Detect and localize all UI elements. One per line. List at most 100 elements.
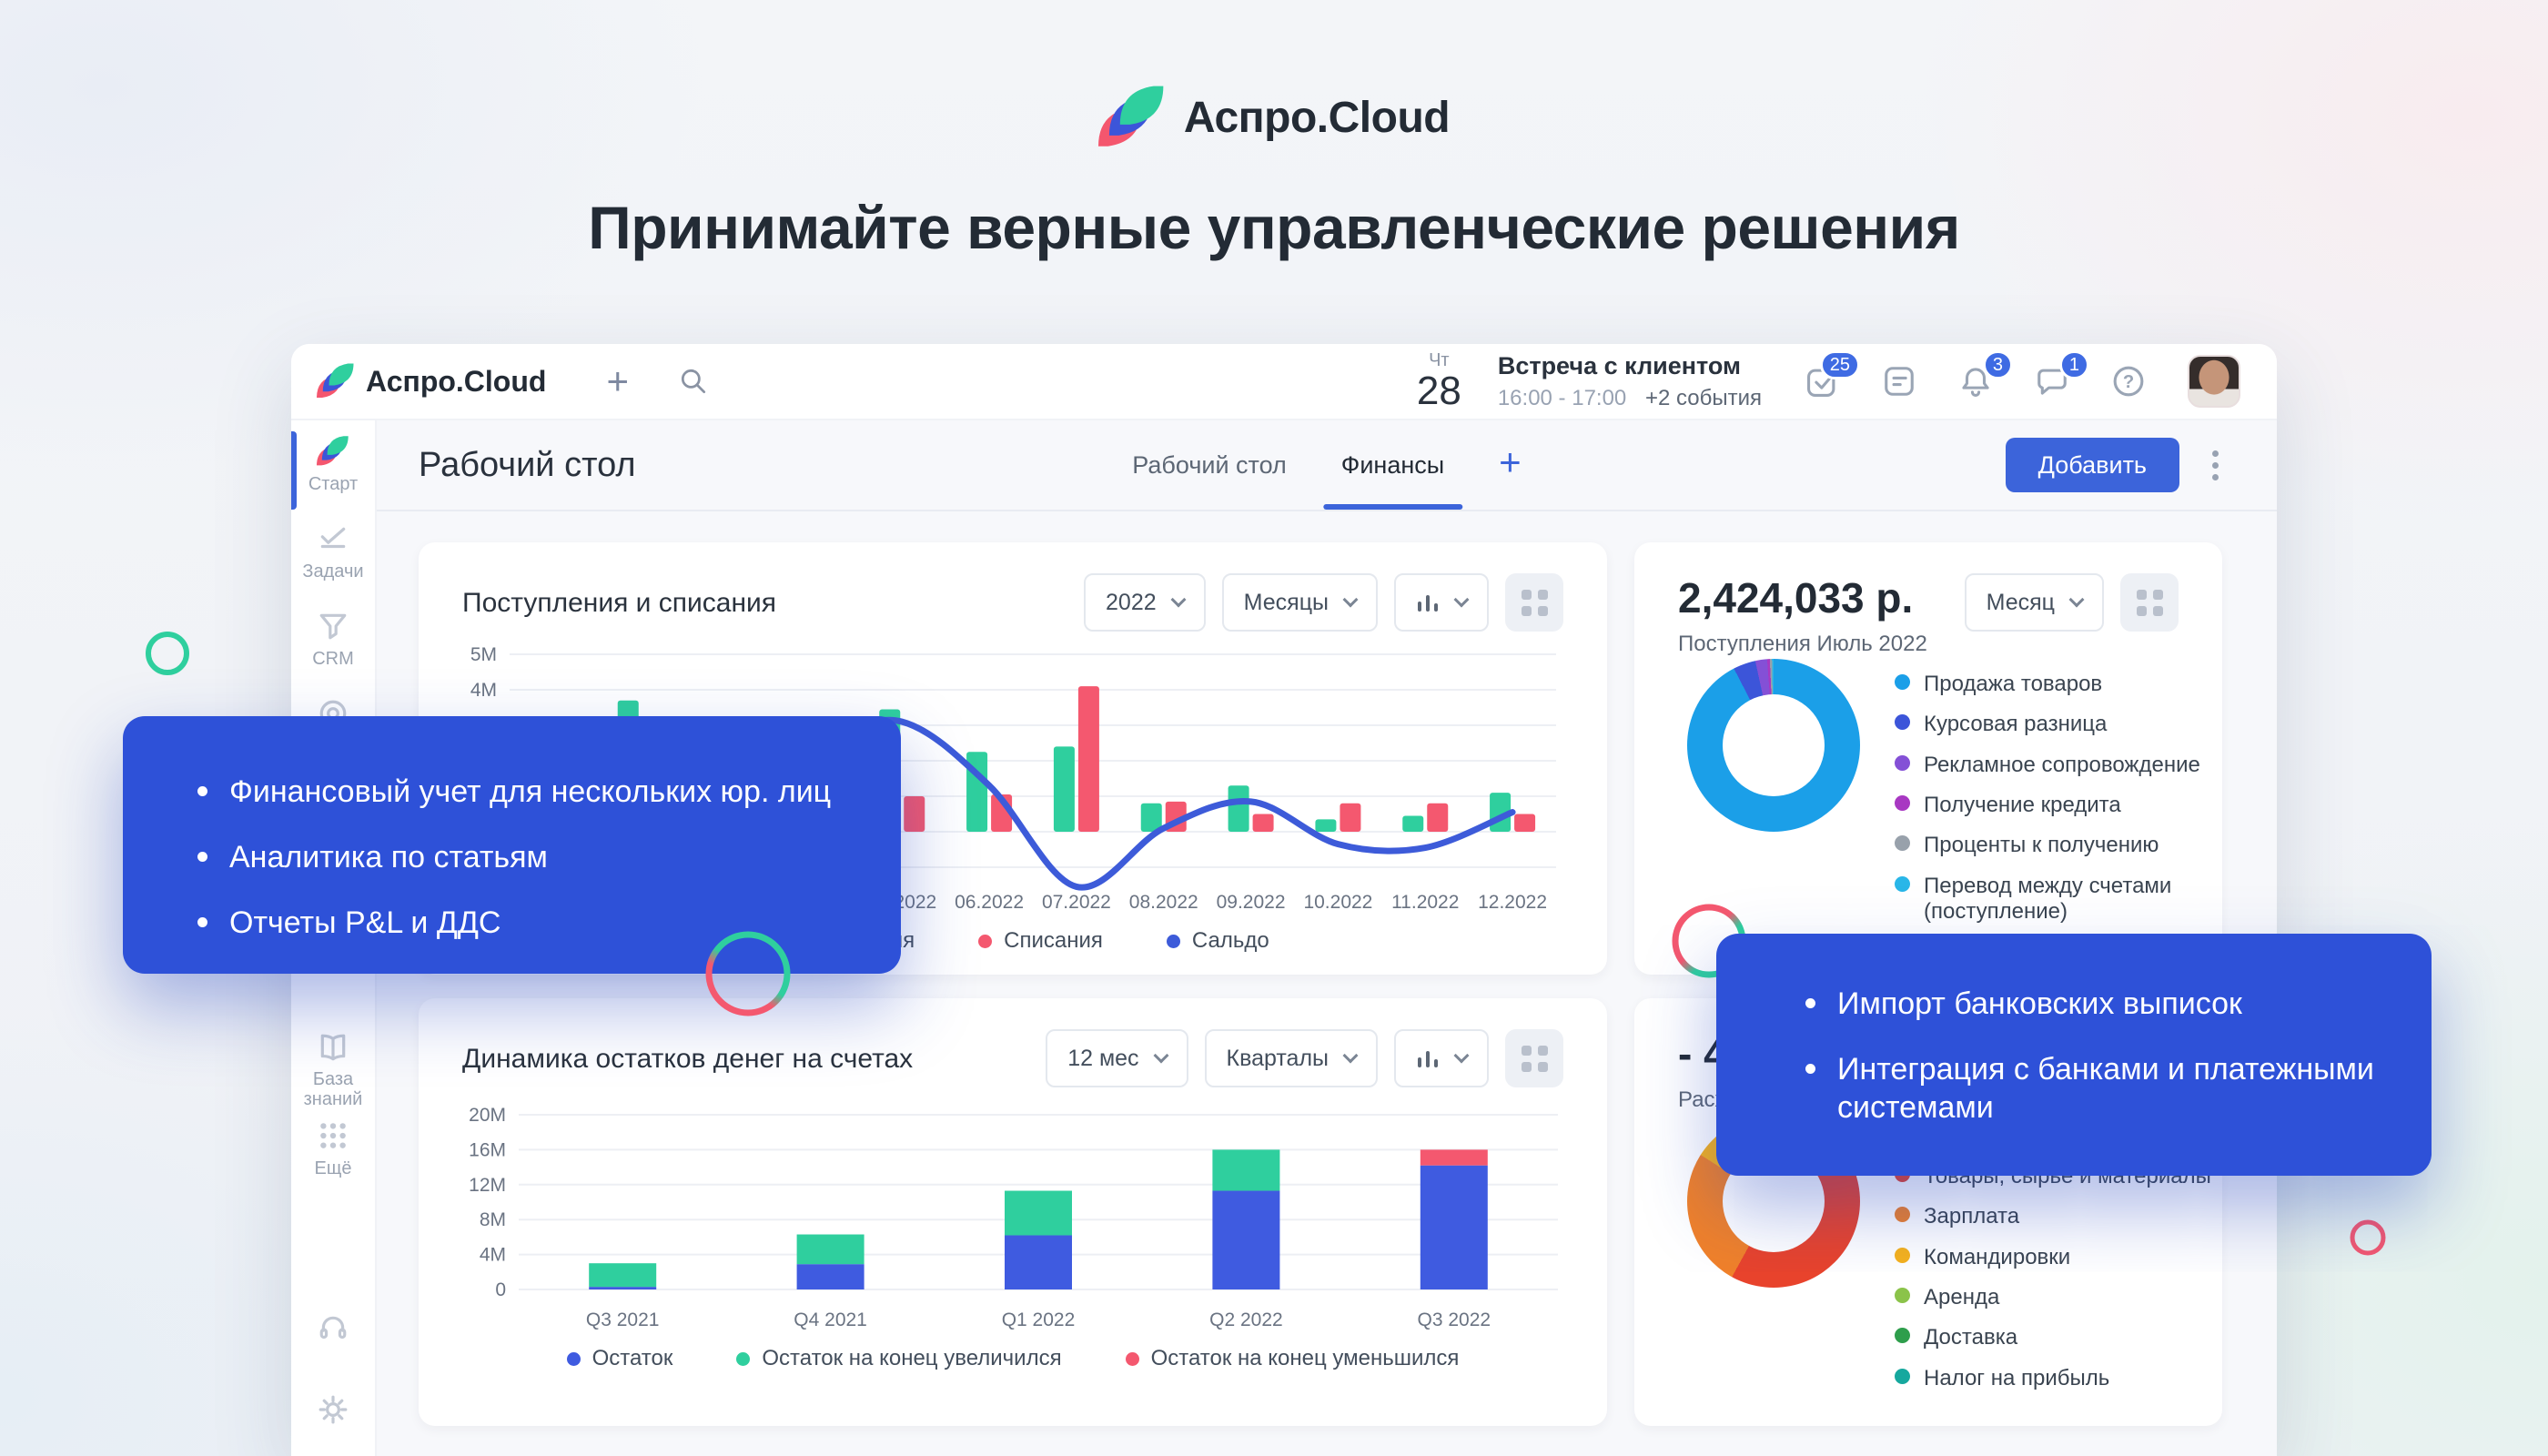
sidebar-item-kb[interactable]: База знаний: [291, 1032, 375, 1109]
sidebar-item-settings[interactable]: [318, 1393, 349, 1432]
year-select[interactable]: 2022: [1084, 573, 1206, 632]
svg-text:Q3 2022: Q3 2022: [1418, 1309, 1491, 1330]
legend-item: Остаток на конец увеличился: [736, 1346, 1062, 1371]
granularity-select[interactable]: Месяцы: [1221, 573, 1378, 632]
search-button[interactable]: [678, 366, 709, 397]
tasks-button[interactable]: 25: [1805, 350, 1860, 399]
drag-handle[interactable]: [1505, 573, 1563, 632]
range-select[interactable]: 12 мес: [1046, 1029, 1188, 1087]
svg-text:07.2022: 07.2022: [1042, 892, 1111, 913]
legend-label: Продажа товаров: [1924, 672, 2103, 696]
legend-label: Доставка: [1924, 1325, 2018, 1350]
svg-text:Q4 2021: Q4 2021: [794, 1309, 867, 1330]
tab-desktop[interactable]: Рабочий стол: [1132, 420, 1287, 510]
legend-label: Аренда: [1924, 1284, 2000, 1309]
notifications-badge: 3: [1982, 350, 2013, 379]
header-actions: Добавить: [2005, 438, 2224, 492]
legend-dot: [1895, 1287, 1910, 1303]
callout-bank-features: Импорт банковских выписок Интеграция с ба…: [1716, 934, 2432, 1176]
hero: Аспро.Cloud Принимайте верные управленче…: [0, 84, 2548, 262]
legend-dot: [1125, 1351, 1139, 1366]
create-button[interactable]: +: [606, 359, 629, 402]
calendar-date[interactable]: Чт 28: [1417, 351, 1461, 411]
callout-item: Аналитика по статьям: [197, 838, 850, 876]
legend-dot: [978, 934, 993, 948]
legend-dot: [1895, 794, 1910, 811]
legend-item: Получение кредита: [1895, 793, 2217, 818]
donut-legend: Продажа товаров Курсовая разница Рекламное…: [1895, 672, 2217, 925]
sidebar-item-support[interactable]: [318, 1312, 349, 1351]
svg-text:20M: 20M: [469, 1105, 506, 1126]
callout-item: Финансовый учет для нескольких юр. лиц: [197, 773, 850, 811]
brand-logo-icon: [1097, 86, 1164, 147]
legend-item: Налог на прибыль: [1895, 1366, 2211, 1391]
legend-dot: [1895, 1247, 1910, 1263]
callout-item: Отчеты P&L и ДДС: [197, 904, 850, 942]
legend-item: Доставка: [1895, 1325, 2211, 1350]
sidebar-item-crm[interactable]: CRM: [291, 610, 375, 682]
chevron-down-icon: [1153, 1047, 1169, 1064]
brand-logo: Аспро.Cloud: [0, 84, 2548, 151]
drag-handle[interactable]: [1505, 1029, 1563, 1087]
app-logo-text: Аспро.Cloud: [366, 364, 547, 398]
app-logo-icon: [317, 363, 354, 398]
legend-label: Налог на прибыль: [1924, 1365, 2110, 1390]
weekday: Чт: [1429, 350, 1450, 370]
support-icon: [318, 1312, 349, 1345]
notifications-button[interactable]: 3: [1958, 350, 2013, 399]
event-widget[interactable]: Встреча с клиентом 16:00 - 17:00 +2 собы…: [1498, 352, 1762, 411]
legend-item: Курсовая разница: [1895, 712, 2217, 737]
brand-name: Аспро.Cloud: [1183, 93, 1451, 142]
legend-label: Остаток на конец уменьшился: [1150, 1346, 1460, 1370]
legend-dot: [1895, 1328, 1910, 1344]
granularity-select[interactable]: Кварталы: [1204, 1029, 1378, 1087]
app-logo[interactable]: Аспро.Cloud: [317, 362, 546, 400]
svg-text:0: 0: [495, 1279, 506, 1300]
help-button[interactable]: ?: [2111, 363, 2151, 399]
ring-decoration: [2350, 1219, 2386, 1256]
bar-chart-icon: [1418, 595, 1438, 612]
widget-controls: 12 мес Кварталы: [1046, 1029, 1563, 1087]
receipts-donut-chart: [1687, 659, 1860, 832]
sidebar-item-more[interactable]: Ещё: [291, 1119, 375, 1192]
event-extra: +2 события: [1644, 385, 1762, 410]
sidebar-item-tasks[interactable]: Задачи: [291, 522, 375, 595]
svg-text:08.2022: 08.2022: [1129, 892, 1198, 913]
avatar[interactable]: [2188, 355, 2240, 408]
legend-dot: [1895, 1368, 1910, 1384]
period-select[interactable]: Месяц: [1964, 573, 2104, 632]
drag-handle[interactable]: [2120, 573, 2179, 632]
chart-type-select[interactable]: [1394, 573, 1489, 632]
balance-chart: 0 4M 8M 12M 16M 20M Q3 2021 Q4 2021 Q1 2022 Q2 20…: [462, 1097, 1563, 1333]
tab-finance[interactable]: Финансы: [1322, 420, 1463, 510]
svg-text:4M: 4M: [480, 1245, 506, 1266]
add-button[interactable]: Добавить: [2005, 438, 2179, 492]
more-menu-button[interactable]: [2207, 445, 2224, 486]
topbar: Аспро.Cloud + Чт 28 Встреча с клиентом 1…: [291, 344, 2277, 420]
widget-title: Динамика остатков денег на счетах: [462, 1044, 914, 1074]
chart-type-select[interactable]: [1394, 1029, 1489, 1087]
legend-item: Аренда: [1895, 1285, 2211, 1310]
messages-badge: 1: [2058, 350, 2089, 379]
tasks-icon: [318, 522, 349, 555]
legend-dot: [1895, 754, 1910, 771]
search-icon: [681, 369, 706, 394]
headline: Принимайте верные управленческие решения: [588, 194, 1960, 261]
receipts-total: 2,424,033 р.: [1678, 574, 1914, 622]
messages-button[interactable]: 1: [2035, 350, 2089, 399]
page-header: Рабочий стол Рабочий стол Финансы + Доба…: [377, 420, 2277, 511]
legend-label: Остаток: [592, 1346, 673, 1370]
legend-dot: [1895, 875, 1910, 892]
add-tab-button[interactable]: +: [1499, 443, 1522, 487]
legend-item: Остаток на конец уменьшился: [1125, 1346, 1460, 1371]
sidebar-item-label: Старт: [308, 474, 359, 494]
widget-title: Поступления и списания: [462, 588, 777, 618]
widget-balance-dynamics: Динамика остатков денег на счетах 12 мес…: [419, 998, 1607, 1426]
legend-label: Командировки: [1924, 1244, 2071, 1269]
sidebar-item-label: База знаний: [303, 1069, 363, 1109]
sidebar-item-start[interactable]: Старт: [291, 431, 375, 510]
bell-icon: [1962, 368, 1989, 397]
notes-button[interactable]: [1882, 363, 1922, 399]
legend-label: Рекламное сопровождение: [1924, 752, 2200, 777]
legend-label: Сальдо: [1191, 928, 1269, 953]
